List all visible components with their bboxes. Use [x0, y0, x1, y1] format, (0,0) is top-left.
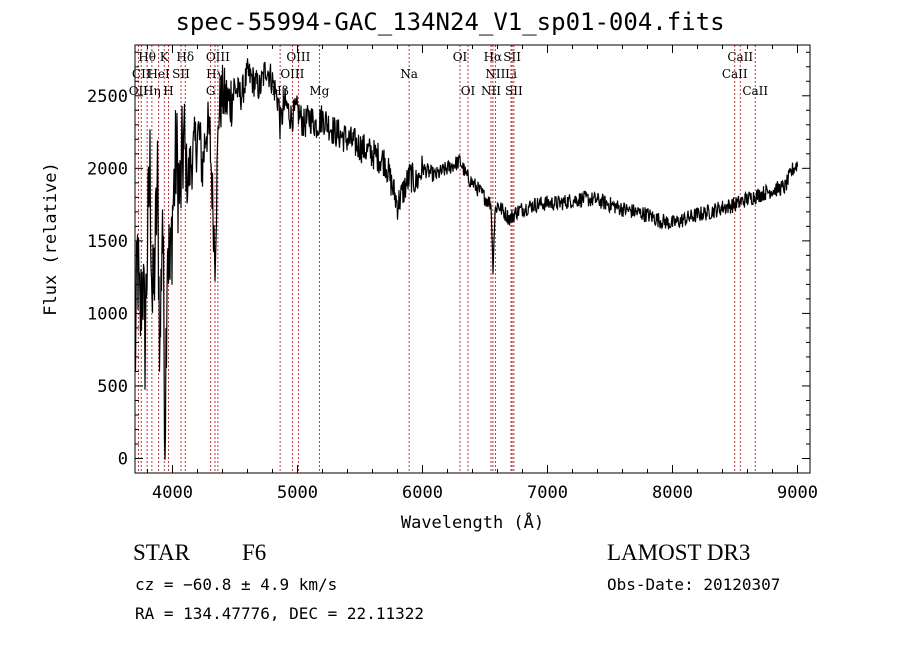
plot-frame — [134, 44, 811, 474]
spectral-line-label: OIII — [280, 67, 304, 81]
y-tick-label: 2000 — [87, 159, 128, 179]
spectral-line-label: NII — [481, 84, 501, 98]
spectral-line-label: Hβ — [271, 84, 288, 98]
x-tick-label: 8000 — [652, 483, 693, 503]
spectral-line-label: OI — [461, 84, 476, 98]
x-tick-label: 7000 — [527, 483, 568, 503]
spectral-line-label: CII — [132, 67, 151, 81]
flux-series-line — [134, 58, 799, 460]
y-tick-label: 0 — [118, 449, 128, 469]
x-tick-label: 9000 — [777, 483, 818, 503]
spectral-line-label: Hη — [143, 84, 161, 98]
y-tick-label: 2500 — [87, 87, 128, 107]
spectral-line-label: K — [160, 50, 170, 64]
spectral-line-label: SII — [505, 84, 523, 98]
chart-title: spec-55994-GAC_134N24_V1_sp01-004.fits — [175, 8, 725, 36]
spectral-line-label: Mg — [309, 84, 329, 98]
y-axis-label: Flux (relative) — [41, 162, 61, 316]
spectral-line-label: Hθ — [138, 50, 156, 64]
spectral-line-label: G — [206, 84, 216, 98]
spectral-line-label: CaII — [742, 84, 768, 98]
spectral-line-label: OI — [453, 50, 468, 64]
spectral-line-label: Hα — [484, 50, 503, 64]
x-axis-label: Wavelength (Å) — [401, 511, 544, 533]
ticks-layer: 4000 5000 6000 7000 8000 9000 0 500 1000 1500 2000… — [87, 45, 818, 503]
y-tick-label: 1500 — [87, 232, 128, 252]
spectral-lines-layer — [137, 45, 756, 473]
spectral-line-label: Li — [505, 67, 517, 81]
spectral-line-label: NII — [485, 67, 505, 81]
y-tick-label: 1000 — [87, 304, 128, 324]
spectral-line-label: Hγ — [206, 67, 224, 81]
x-tick-label: 4000 — [152, 483, 193, 503]
spectral-line-label: CaII — [722, 67, 748, 81]
spectral-line-label: SII — [172, 67, 190, 81]
cz-value: cz = −60.8 ± 4.9 km/s — [135, 575, 338, 594]
spectral-line-label: OIII — [286, 50, 310, 64]
survey-name: LAMOST DR3 — [607, 540, 751, 565]
object-subclass: F6 — [242, 540, 267, 565]
spectral-line-label: Na — [400, 67, 418, 81]
obs-date: Obs-Date: 20120307 — [607, 575, 781, 594]
spectral-line-label: SII — [503, 50, 521, 64]
spectral-line-label: OIII — [206, 50, 230, 64]
x-tick-label: 5000 — [277, 483, 318, 503]
spectral-line-label: HeI — [147, 67, 170, 81]
spectral-line-label: OII — [129, 84, 149, 98]
coordinates: RA = 134.47776, DEC = 22.11322 — [135, 604, 424, 623]
y-tick-label: 500 — [97, 377, 128, 397]
spectral-line-label: CaII — [727, 50, 753, 64]
object-class: STAR — [133, 540, 190, 565]
spectral-line-label: Hδ — [176, 50, 194, 64]
spectral-line-label: H — [163, 84, 173, 98]
x-tick-label: 6000 — [402, 483, 443, 503]
